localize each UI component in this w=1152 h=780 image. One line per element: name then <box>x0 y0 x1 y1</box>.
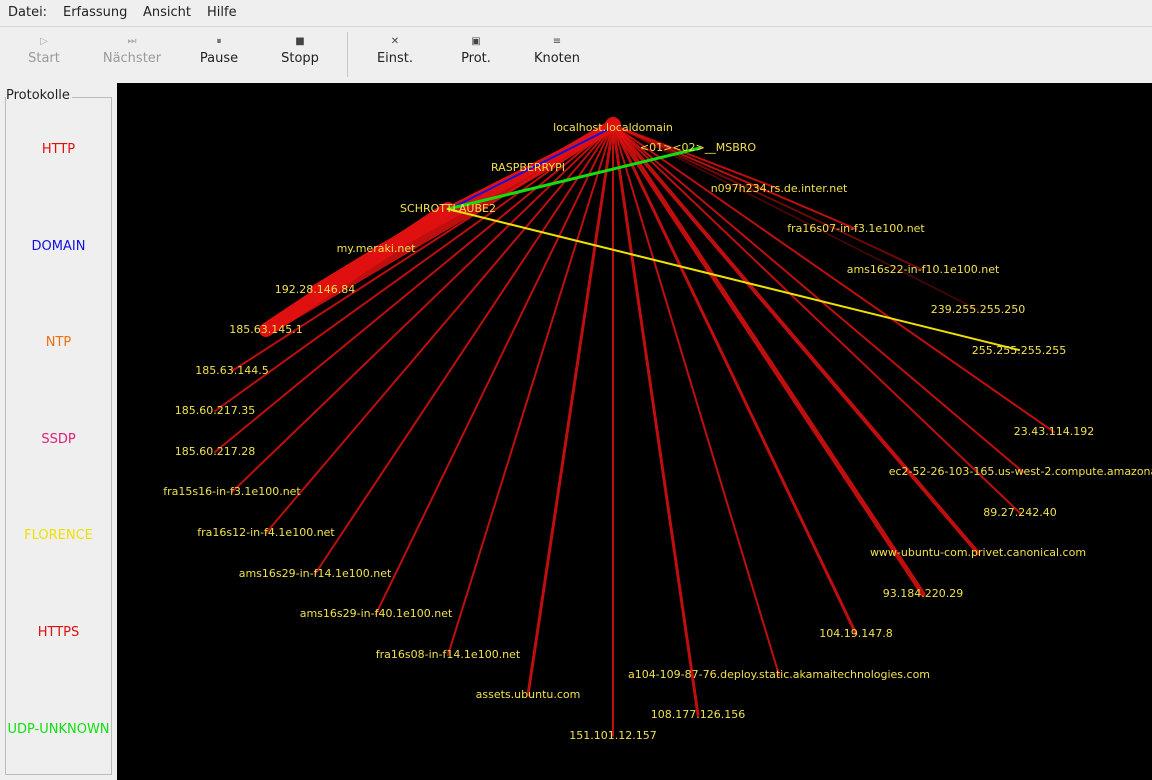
menu-item[interactable]: Ansicht <box>143 5 192 20</box>
toolbar-label: Stopp <box>281 51 319 66</box>
protocol-entry[interactable]: HTTPS <box>37 625 80 640</box>
node-label[interactable]: 192.28.146.84 <box>275 283 355 296</box>
node-label[interactable]: 23.43.114.192 <box>1014 425 1094 438</box>
protocol-entry[interactable]: SSDP <box>41 431 76 447</box>
connection <box>447 124 614 656</box>
toolbar-button[interactable]: ■ Stopp <box>260 27 340 82</box>
node-label[interactable]: ec2-52-26-103-165.us-west-2.compute.amaz… <box>889 465 1152 478</box>
connection <box>612 124 780 190</box>
connection <box>612 124 780 676</box>
node-label[interactable]: 185.63.145.1 <box>229 323 302 336</box>
node-label[interactable]: 108.177.126.156 <box>651 708 745 721</box>
connection <box>310 204 453 295</box>
connection <box>231 124 614 493</box>
toolbar-button[interactable]: ✕ Einst. <box>355 27 435 82</box>
protocol-panel: Protokolle HTTP DOMAIN NTP SSDP FLORENCE HTTP… <box>0 83 117 780</box>
node-label[interactable]: 151.101.12.157 <box>569 729 656 742</box>
menu-item[interactable]: Datei: <box>8 5 48 20</box>
node-label[interactable]: a104-109-87-76.deploy.static.akamaitechn… <box>628 668 930 681</box>
menu-item[interactable]: Hilfe <box>207 5 237 20</box>
toolbar-button[interactable]: ≡ Knoten <box>517 27 597 82</box>
node-label[interactable]: fra16s08-in-f14.1e100.net <box>376 648 521 661</box>
toolbar-icon: ■ <box>295 36 305 47</box>
node-label[interactable]: <01><02>__MSBRO <box>640 141 757 154</box>
node-label[interactable]: localhost.localdomain <box>553 121 673 134</box>
connection <box>214 124 614 412</box>
node-label[interactable]: 104.19.147.8 <box>819 627 892 640</box>
connection <box>612 124 924 271</box>
node-label[interactable]: 89.27.242.40 <box>983 506 1056 519</box>
hub-node <box>605 117 621 133</box>
toolbar-button[interactable]: ⏸ Pause <box>179 27 259 82</box>
connection <box>612 124 1055 433</box>
connection <box>612 124 1024 473</box>
connection <box>214 124 614 453</box>
node-label[interactable]: 185.60.217.28 <box>175 445 255 458</box>
toolbar-label: Prot. <box>461 51 491 66</box>
connection <box>231 124 614 372</box>
toolbar-label: Nächster <box>102 51 162 66</box>
node-label[interactable]: my.meraki.net <box>337 242 417 255</box>
toolbar-icon: ≡ <box>552 36 562 47</box>
node-label[interactable]: 239.255.255.250 <box>931 303 1025 316</box>
node-label[interactable]: ams16s29-in-f40.1e100.net <box>300 607 453 620</box>
node-label[interactable]: SCHROTTLAUBE2 <box>400 202 496 215</box>
node-label[interactable]: 185.63.144.5 <box>195 364 268 377</box>
protocol-entry[interactable]: FLORENCE <box>24 528 93 544</box>
toolbar-label: Pause <box>199 51 239 66</box>
toolbar-label: Knoten <box>533 51 581 66</box>
toolbar-separator <box>347 32 348 77</box>
node-label[interactable]: fra16s07-in-f3.1e100.net <box>787 222 925 235</box>
network-graph: localhost.localdomain <01><02>__MSBRO RASP… <box>117 83 1152 780</box>
node-label[interactable]: 185.60.217.35 <box>175 404 255 417</box>
toolbar-icon: ▷ <box>40 36 48 47</box>
connection <box>610 122 926 597</box>
toolbar-icon: ⏭ <box>127 36 137 47</box>
node-label[interactable]: 93.184.220.29 <box>883 587 963 600</box>
toolbar-button[interactable]: ▷ Start <box>4 27 84 82</box>
toolbar: ▷ Start ⏭ Nächster ⏸ Pause ■ Stopp ✕ Einst. ▣ Prot.… <box>0 27 1152 82</box>
menu-bar: Datei: Erfassung Ansicht Hilfe <box>0 0 1152 27</box>
protocol-panel-title: Protokolle <box>6 88 72 103</box>
connection <box>314 124 614 575</box>
toolbar-icon: ⏸ <box>216 36 222 47</box>
toolbar-icon: ▣ <box>471 36 481 47</box>
connection <box>265 124 614 534</box>
connection <box>612 124 1021 514</box>
connection <box>526 123 615 697</box>
protocol-entry[interactable]: NTP <box>45 335 72 351</box>
connection <box>611 123 700 717</box>
connection <box>611 123 858 636</box>
toolbar-label: Einst. <box>376 51 414 66</box>
toolbar-button[interactable]: ⏭ Nächster <box>92 27 172 82</box>
menu-item[interactable]: Erfassung <box>63 5 128 20</box>
node-label[interactable]: fra16s12-in-f4.1e100.net <box>197 526 335 539</box>
toolbar-icon: ✕ <box>390 36 400 47</box>
node-label[interactable]: assets.ubuntu.com <box>476 688 581 701</box>
connection <box>611 123 980 555</box>
node-label[interactable]: RASPBERRYPI <box>491 161 565 174</box>
connection <box>612 124 857 230</box>
protocol-entry[interactable]: DOMAIN <box>31 238 86 254</box>
node-label[interactable]: ams16s22-in-f10.1e100.net <box>847 263 1000 276</box>
connection <box>446 146 702 211</box>
protocol-entry[interactable]: UDP-UNKNOWN <box>7 721 110 737</box>
connection <box>375 124 614 615</box>
connection <box>447 208 1020 351</box>
node-label[interactable]: n097h234.rs.de.inter.net <box>711 182 848 195</box>
node-label[interactable]: 255.255.255.255 <box>972 344 1066 357</box>
connection <box>445 122 616 212</box>
toolbar-button[interactable]: ▣ Prot. <box>436 27 516 82</box>
node-label[interactable]: fra15s16-in-f3.1e100.net <box>163 485 301 498</box>
protocol-entry[interactable]: HTTP <box>41 142 76 157</box>
connection <box>447 126 614 211</box>
node-label[interactable]: ams16s29-in-f14.1e100.net <box>239 567 392 580</box>
node-label[interactable]: www-ubuntu-com.privet.canonical.com <box>870 546 1086 559</box>
toolbar-label: Start <box>28 51 60 66</box>
